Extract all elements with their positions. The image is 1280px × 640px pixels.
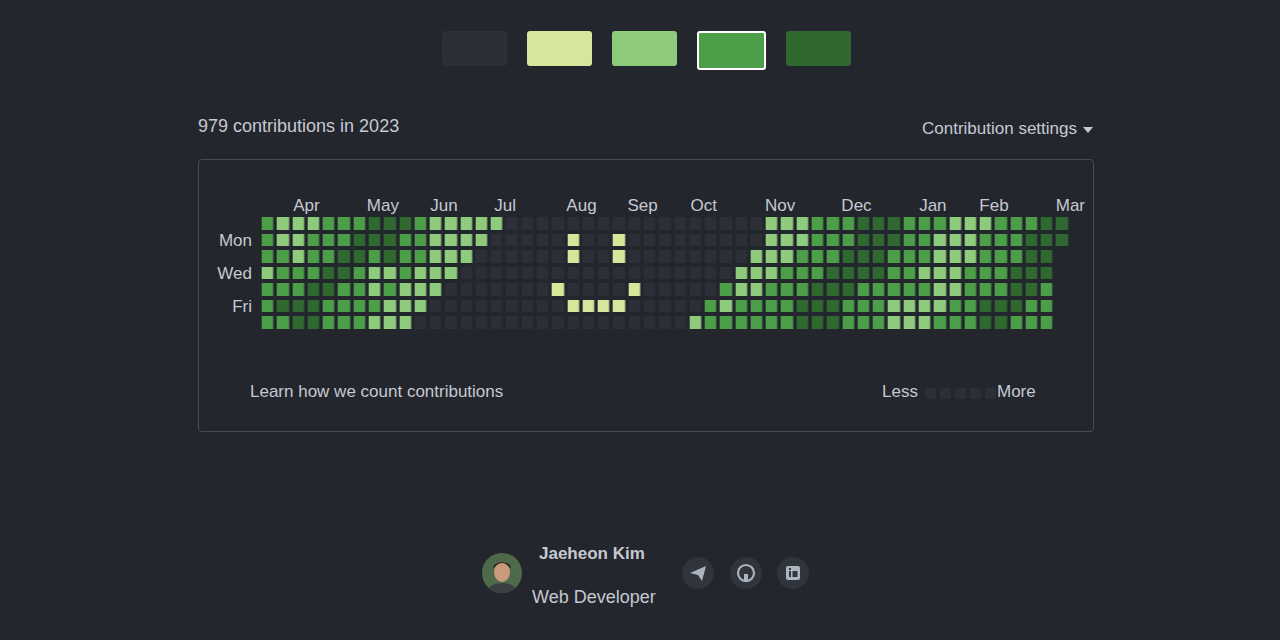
svg-text:Mar: Mar bbox=[1056, 196, 1086, 215]
html-text:Learn how we count contributio: Learn how we count contributions bbox=[250, 382, 504, 401]
svg-text:Aug: Aug bbox=[566, 196, 596, 215]
svg-text:Apr: Apr bbox=[293, 196, 320, 215]
svg-text:May: May bbox=[367, 196, 400, 215]
svg-text:Jun: Jun bbox=[430, 196, 457, 215]
svg-text:Feb: Feb bbox=[979, 196, 1008, 215]
svg-text:Oct: Oct bbox=[690, 196, 717, 215]
svg-text:Dec: Dec bbox=[841, 196, 872, 215]
html-text:979 contributions in 2023: 979 contributions in 2023 bbox=[198, 116, 400, 136]
svg-text:Sep: Sep bbox=[627, 196, 657, 215]
svg-text:Jan: Jan bbox=[919, 196, 946, 215]
html-text:More: More bbox=[997, 382, 1036, 401]
svg-text:Wed: Wed bbox=[217, 264, 252, 283]
html-text:Web Developer: Web Developer bbox=[532, 587, 656, 607]
svg-text:Fri: Fri bbox=[232, 297, 252, 316]
svg-text:Nov: Nov bbox=[765, 196, 796, 215]
html-text:Contribution settings: Contribution settings bbox=[922, 119, 1077, 138]
html-text:Jaeheon Kim: Jaeheon Kim bbox=[539, 544, 645, 563]
svg-text:Mon: Mon bbox=[219, 231, 252, 250]
svg-text:Jul: Jul bbox=[494, 196, 516, 215]
html-text:Less: Less bbox=[882, 382, 918, 401]
